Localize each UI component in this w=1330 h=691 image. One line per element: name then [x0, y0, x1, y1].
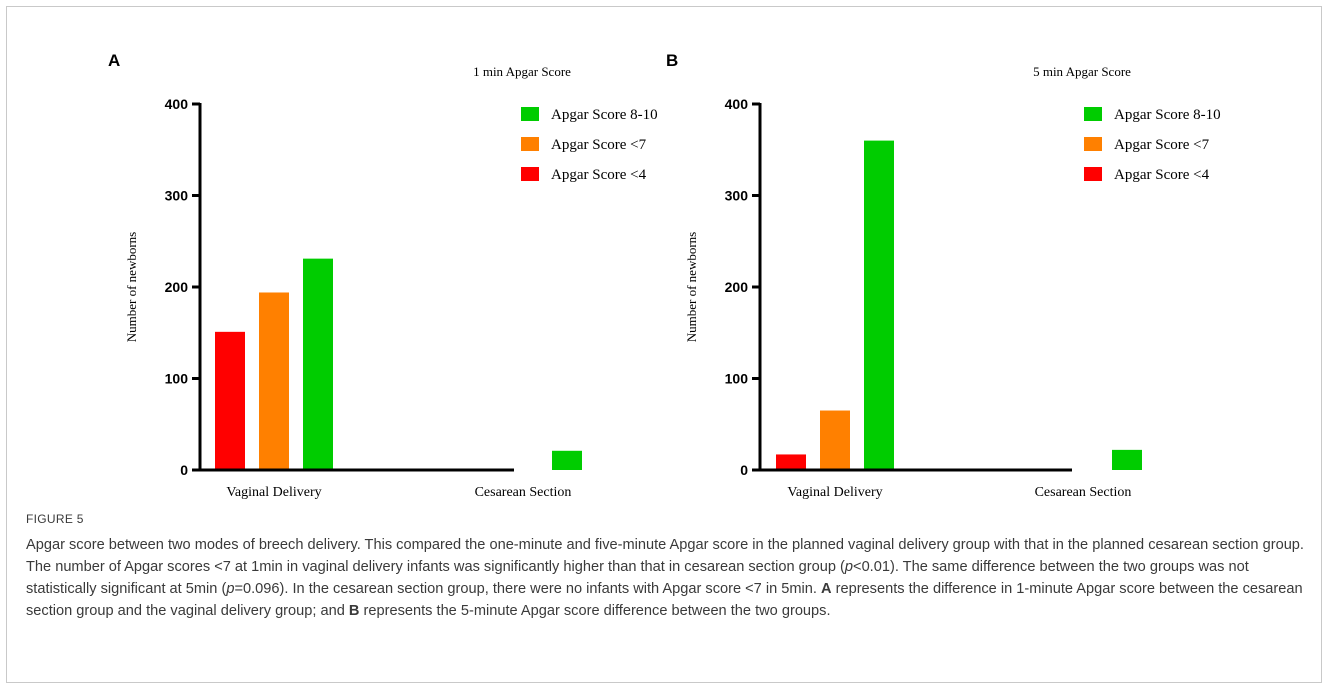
figure-caption: FIGURE 5 Apgar score between two modes o… — [26, 512, 1316, 622]
x-tick-label: Cesarean Section — [475, 485, 572, 500]
bar-cesarean-section-3 — [1112, 449, 1142, 470]
caption-text: Apgar score between two modes of breech … — [26, 534, 1316, 622]
x-tick-label: Cesarean Section — [1035, 485, 1132, 500]
legend-label: Apgar Score <4 — [1114, 167, 1210, 183]
bar-vaginal-delivery-1 — [215, 331, 245, 470]
panel-ref-a: A — [821, 581, 832, 597]
y-axis-label: Number of newborns — [684, 232, 699, 342]
y-tick-label: 100 — [165, 371, 189, 387]
legend: Apgar Score 8-10 Apgar Score <7 Apgar Scor… — [1084, 107, 1221, 183]
chart-panel-b: B 5 min Apgar Score 0 100 200 300 400 Vaginal D… — [666, 51, 1221, 500]
panel-label: A — [108, 51, 120, 70]
legend-swatch — [1084, 137, 1102, 151]
panel-label: B — [666, 51, 678, 70]
legend-swatch — [521, 137, 539, 151]
y-tick-label: 300 — [725, 188, 749, 204]
figure-label: FIGURE 5 — [26, 512, 84, 526]
legend-swatch — [1084, 167, 1102, 181]
legend-label: Apgar Score <7 — [551, 137, 647, 153]
chart-panel-a: A 1 min Apgar Score 0 100 200 300 400 Vaginal D… — [108, 51, 658, 500]
y-tick-label: 200 — [725, 279, 749, 295]
y-tick-label: 0 — [180, 462, 188, 478]
legend-swatch — [521, 167, 539, 181]
legend: Apgar Score 8-10 Apgar Score <7 Apgar Scor… — [521, 107, 658, 183]
figure-charts: A 1 min Apgar Score 0 100 200 300 400 Vaginal D… — [108, 51, 1221, 500]
bar-cesarean-section-3 — [552, 450, 582, 470]
y-tick-label: 100 — [725, 371, 749, 387]
bar-vaginal-delivery-2 — [259, 292, 289, 470]
y-tick-label: 200 — [165, 279, 189, 295]
legend-label: Apgar Score <4 — [551, 167, 647, 183]
bar-vaginal-delivery-3 — [864, 140, 894, 470]
caption-part-3: =0.096). In the cesarean section group, … — [234, 581, 821, 597]
legend-swatch — [521, 107, 539, 121]
bar-vaginal-delivery-1 — [776, 454, 806, 470]
bars — [776, 140, 1142, 470]
caption-part-1: Apgar score between two modes of breech … — [26, 537, 1304, 575]
y-tick-label: 400 — [165, 96, 189, 112]
caption-part-4: represents the difference in 1-minute Ap… — [26, 581, 1303, 619]
bars — [215, 258, 582, 470]
bar-vaginal-delivery-2 — [820, 410, 850, 470]
y-tick-label: 0 — [740, 462, 748, 478]
p-symbol: p — [844, 559, 854, 575]
bar-vaginal-delivery-3 — [303, 258, 333, 470]
chart-title: 1 min Apgar Score — [473, 64, 571, 79]
x-tick-label: Vaginal Delivery — [787, 485, 882, 500]
caption-part-2: <0.01). The same difference between the … — [26, 559, 1249, 597]
legend-label: Apgar Score 8-10 — [1114, 107, 1221, 123]
chart-title: 5 min Apgar Score — [1033, 64, 1131, 79]
legend-label: Apgar Score 8-10 — [551, 107, 658, 123]
p-symbol: p — [226, 581, 235, 597]
caption-part-5: represents the 5-minute Apgar score diff… — [359, 603, 831, 619]
y-axis-label: Number of newborns — [124, 232, 139, 342]
legend-label: Apgar Score <7 — [1114, 137, 1210, 153]
y-tick-label: 300 — [165, 188, 189, 204]
legend-swatch — [1084, 107, 1102, 121]
panel-ref-b: B — [348, 603, 360, 619]
x-tick-label: Vaginal Delivery — [226, 485, 321, 500]
y-tick-label: 400 — [725, 96, 749, 112]
